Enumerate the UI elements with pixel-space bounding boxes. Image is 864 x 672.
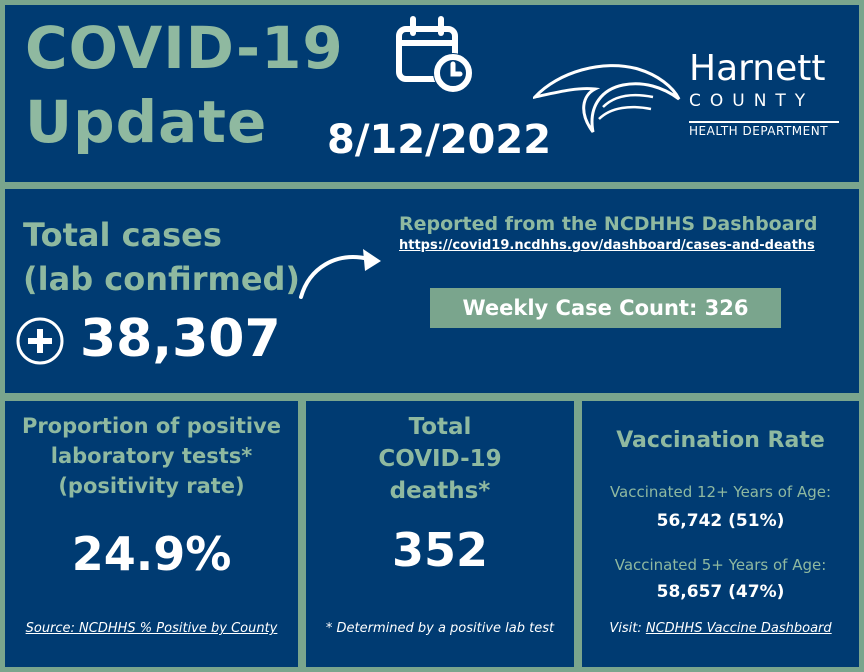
deaths-title-line2: COVID-19 — [378, 446, 502, 472]
deaths-value: 352 — [391, 523, 489, 577]
positivity-source-link[interactable]: Source: NCDHHS % Positive by County — [25, 621, 278, 636]
logo-name: Harnett — [689, 48, 826, 89]
vaccine-dashboard-link[interactable]: NCDHHS Vaccine Dashboard — [645, 621, 832, 636]
update-date: 8/12/2022 — [327, 117, 552, 163]
logo-dept: HEALTH DEPARTMENT — [689, 121, 839, 137]
deaths-title-line3: deaths* — [389, 478, 491, 504]
cases-title-line2: (lab confirmed) — [23, 260, 301, 298]
positivity-title-line2: laboratory tests* — [50, 444, 253, 468]
reported-source: Reported from the NCDHHS Dashboard — [399, 213, 818, 235]
harnett-bird-logo-icon — [533, 64, 681, 133]
curved-arrow-icon — [299, 249, 381, 299]
positivity-title-line3: (positivity rate) — [58, 474, 245, 498]
weekly-case-count: Weekly Case Count: 326 — [430, 288, 781, 328]
plus-circle-icon — [16, 317, 64, 365]
logo-county: COUNTY — [689, 91, 815, 111]
dashboard-link[interactable]: https://covid19.ncdhhs.gov/dashboard/cas… — [399, 238, 815, 253]
positivity-title-line1: Proportion of positive — [21, 414, 282, 438]
vaccinated-5-value: 58,657 (47%) — [656, 582, 785, 602]
cases-title-line1: Total cases — [23, 216, 222, 254]
vaccine-dashboard-line: Visit: NCDHHS Vaccine Dashboard — [582, 621, 859, 636]
cases-panel: Total cases (lab confirmed) 38,307 Repor… — [5, 189, 859, 393]
vaccinated-12-label: Vaccinated 12+ Years of Age: — [609, 483, 832, 501]
vaccinated-12-value: 56,742 (51%) — [656, 511, 785, 531]
vaccinated-5-label: Vaccinated 5+ Years of Age: — [614, 556, 827, 574]
deaths-note: * Determined by a positive lab test — [325, 621, 555, 636]
deaths-title-line1: Total — [408, 414, 472, 440]
visit-label: Visit: — [609, 621, 642, 636]
vaccination-panel: Vaccination Rate Vaccinated 12+ Years of… — [582, 401, 859, 667]
positivity-panel: Proportion of positive laboratory tests*… — [5, 401, 298, 667]
calendar-clock-icon — [396, 16, 473, 93]
title-line2: Update — [25, 88, 268, 156]
deaths-panel: Total COVID-19 deaths* 352 * Determined … — [306, 401, 574, 667]
total-cases: 38,307 — [80, 309, 281, 369]
positivity-value: 24.9% — [71, 527, 232, 581]
header-panel: COVID-19 Update 8/12/2022 Harnett COUNTY… — [5, 5, 859, 182]
vaccination-title: Vaccination Rate — [616, 428, 825, 453]
title-line1: COVID-19 — [25, 14, 344, 82]
